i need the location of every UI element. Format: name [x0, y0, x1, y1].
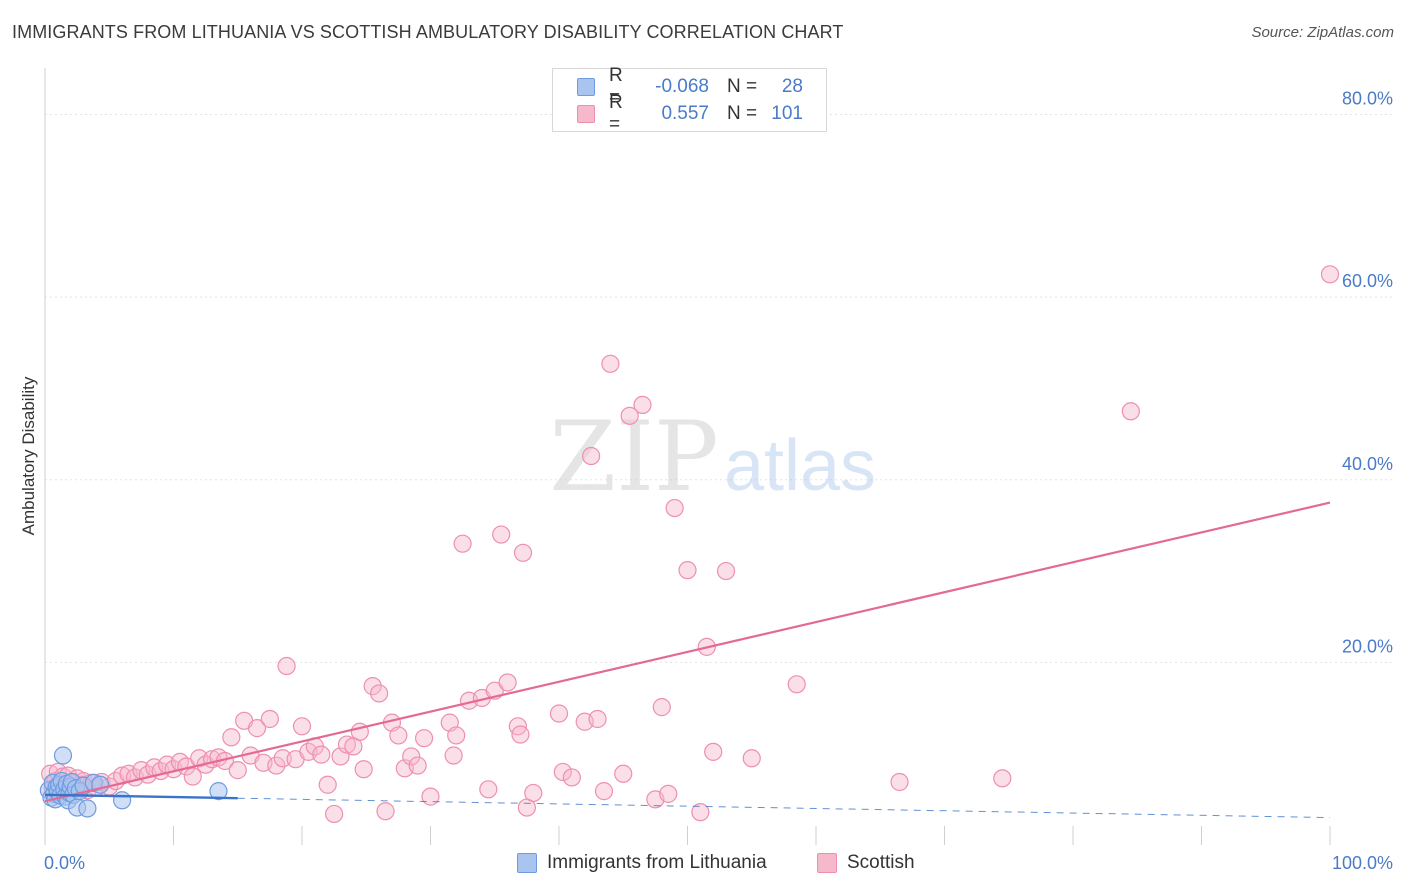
- scottish-point: [267, 756, 286, 775]
- scottish-point: [402, 747, 421, 766]
- scottish-point: [549, 704, 569, 723]
- series-legend-lithuania[interactable]: Immigrants from Lithuania: [517, 852, 767, 874]
- legend-n-value: 28: [781, 76, 803, 97]
- scottish-point: [716, 561, 736, 581]
- lithuania-point: [78, 799, 97, 818]
- scottish-point: [318, 775, 337, 794]
- scottish-point: [665, 498, 684, 518]
- scottish-point: [614, 764, 633, 783]
- scottish-point: [247, 719, 267, 738]
- scottish-point: [292, 717, 312, 736]
- lithuania-trend-line: [44, 793, 238, 800]
- source-label: Source: ZipAtlas.com: [1251, 24, 1394, 41]
- trend-lines: [44, 501, 1331, 819]
- lithuania-point: [209, 782, 228, 801]
- scottish-point: [222, 728, 241, 747]
- grid-lines: [45, 114, 1395, 663]
- scottish-point: [524, 783, 543, 803]
- scottish-point: [704, 742, 723, 761]
- scottish-points: [41, 265, 1340, 824]
- scottish-point: [325, 804, 344, 824]
- scottish-point: [354, 760, 373, 779]
- scottish-point: [553, 762, 572, 782]
- series-swatch-blue: [517, 853, 537, 873]
- scottish-point: [594, 782, 614, 801]
- legend-r-value: 0.557: [661, 103, 709, 124]
- legend-row-lithuania: R = -0.068 N = 28: [577, 65, 803, 108]
- scottish-trend-line: [44, 501, 1331, 803]
- scottish-point: [601, 354, 620, 373]
- scottish-point: [691, 803, 710, 822]
- chart-title: IMMIGRANTS FROM LITHUANIA VS SCOTTISH AM…: [12, 22, 844, 42]
- scottish-point: [993, 769, 1012, 788]
- scottish-point: [479, 780, 498, 799]
- legend-n-label: N =: [727, 76, 758, 97]
- x-tick-label: 0.0%: [44, 853, 85, 873]
- series-legend-label: Immigrants from Lithuania: [547, 852, 767, 873]
- axes: [44, 68, 1331, 845]
- y-tick-label: 80.0%: [1342, 89, 1393, 109]
- tick-labels: 20.0% 40.0% 60.0% 80.0% 0.0% 100.0%: [44, 89, 1393, 873]
- scottish-point: [620, 406, 639, 425]
- scottish-point: [376, 802, 395, 821]
- y-tick-label: 20.0%: [1342, 636, 1393, 656]
- scottish-point: [633, 395, 652, 414]
- series-legend-scottish[interactable]: Scottish: [817, 852, 915, 874]
- series-legend-label: Scottish: [847, 852, 915, 873]
- scottish-point: [787, 675, 806, 694]
- scottish-point: [389, 726, 408, 745]
- legend-r-value: -0.068: [655, 76, 709, 97]
- scottish-point: [511, 725, 530, 744]
- scottish-point: [273, 749, 292, 768]
- scottish-point: [312, 745, 331, 764]
- legend-n-value: 101: [771, 103, 803, 124]
- y-tick-label: 60.0%: [1342, 271, 1393, 291]
- scottish-point: [498, 673, 517, 692]
- scottish-point: [562, 768, 581, 787]
- scottish-point: [260, 709, 279, 729]
- legend: R = -0.068 N = 28 R = 0.557 N = 101: [552, 65, 827, 135]
- scottish-point: [890, 772, 909, 792]
- legend-n-label: N =: [727, 103, 758, 124]
- scottish-point: [277, 656, 296, 676]
- scottish-point: [363, 677, 382, 696]
- lithuania-point: [112, 791, 132, 810]
- scottish-point: [1121, 402, 1140, 421]
- y-tick-label: 40.0%: [1342, 454, 1393, 474]
- legend-row-scottish: R = 0.557 N = 101: [577, 92, 803, 135]
- scottish-point: [447, 726, 466, 745]
- scottish-point: [337, 735, 357, 754]
- legend-r-label: R =: [609, 65, 623, 108]
- series-legend: Immigrants from Lithuania Scottish: [0, 852, 1406, 878]
- scottish-point: [588, 709, 607, 729]
- scottish-point: [453, 534, 472, 553]
- scottish-point: [582, 446, 601, 466]
- scottish-point: [444, 746, 463, 765]
- legend-swatch-pink: [577, 105, 595, 123]
- y-axis-label: Ambulatory Disability: [19, 376, 38, 535]
- scottish-point: [659, 784, 678, 803]
- scottish-point: [652, 698, 671, 717]
- scottish-point: [513, 543, 533, 562]
- series-swatch-pink: [817, 853, 837, 873]
- scottish-point: [408, 756, 427, 775]
- x-tick-label: 100.0%: [1332, 853, 1393, 873]
- watermark-atlas: atlas: [724, 426, 876, 506]
- scottish-point: [414, 729, 434, 748]
- scottish-point: [492, 525, 511, 544]
- scottish-point: [183, 767, 202, 786]
- legend-r-label: R =: [609, 92, 623, 135]
- legend-swatch-blue: [577, 78, 595, 96]
- scottish-point: [742, 749, 761, 768]
- lithuania-trend-extension: [237, 797, 1331, 819]
- scottish-point: [421, 787, 440, 806]
- watermark-zip: ZIP: [549, 401, 718, 513]
- scottish-point: [370, 684, 389, 703]
- scottish-point: [1320, 265, 1340, 284]
- scottish-point: [678, 561, 697, 580]
- scottish-point: [228, 761, 247, 780]
- lithuania-point: [53, 746, 73, 765]
